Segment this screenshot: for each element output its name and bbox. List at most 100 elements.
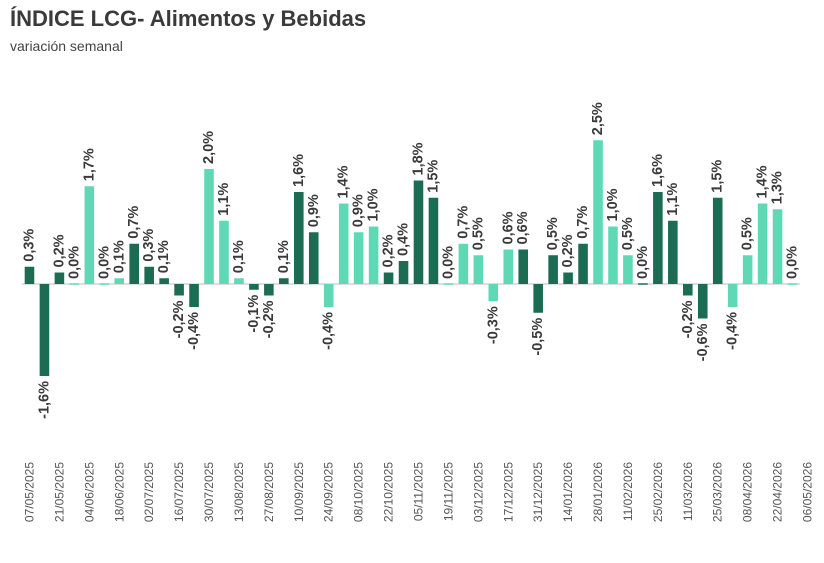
data-label: 0,6% bbox=[515, 211, 531, 244]
bar bbox=[234, 278, 244, 284]
data-label: -0,1% bbox=[246, 295, 262, 333]
bar bbox=[578, 243, 588, 284]
data-label: 0,4% bbox=[396, 223, 412, 256]
bar bbox=[129, 243, 139, 284]
bar bbox=[458, 243, 469, 284]
data-label: 1,1% bbox=[216, 183, 232, 216]
x-tick-label: 19/11/2025 bbox=[441, 462, 455, 521]
data-label: -0,4% bbox=[321, 312, 337, 350]
bar bbox=[308, 232, 319, 284]
bar bbox=[69, 283, 80, 285]
data-label: 0,0% bbox=[635, 246, 651, 279]
data-label: 0,9% bbox=[306, 194, 322, 227]
x-tick-label: 08/04/2026 bbox=[741, 462, 755, 522]
data-label: -0,2% bbox=[171, 300, 187, 338]
data-label: 1,5% bbox=[425, 160, 441, 193]
bar bbox=[428, 197, 439, 284]
data-label: 0,3% bbox=[141, 229, 157, 262]
data-label: 1,1% bbox=[665, 183, 681, 216]
bar bbox=[398, 261, 409, 284]
data-label: 0,1% bbox=[231, 240, 247, 273]
x-tick-label: 16/07/2025 bbox=[172, 462, 186, 522]
bar bbox=[518, 249, 528, 284]
bar bbox=[712, 197, 723, 284]
bar bbox=[623, 255, 633, 284]
data-label: 1,6% bbox=[650, 154, 666, 187]
bar bbox=[39, 284, 50, 376]
data-label: 0,3% bbox=[21, 229, 37, 262]
x-tick-label: 21/05/2025 bbox=[52, 462, 66, 522]
chart-title: ÍNDICE LCG- Alimentos y Bebidas bbox=[10, 6, 367, 31]
bar bbox=[727, 284, 738, 307]
bar bbox=[84, 186, 95, 284]
data-label: 1,0% bbox=[605, 188, 621, 221]
bar bbox=[189, 284, 199, 307]
bar bbox=[204, 169, 214, 284]
bar bbox=[383, 272, 394, 284]
data-label: 1,5% bbox=[710, 160, 726, 193]
data-label: 1,0% bbox=[366, 188, 382, 221]
data-label: -0,4% bbox=[725, 312, 741, 350]
bar bbox=[683, 284, 693, 296]
data-label: 0,7% bbox=[455, 206, 471, 239]
chart-subtitle: variación semanal bbox=[10, 38, 123, 54]
bar bbox=[219, 220, 229, 284]
bar bbox=[264, 284, 274, 296]
bar bbox=[54, 272, 65, 284]
x-tick-label: 25/03/2026 bbox=[711, 462, 725, 522]
x-tick-label: 17/12/2025 bbox=[501, 462, 515, 522]
x-tick-label: 28/01/2026 bbox=[591, 462, 605, 522]
data-label: 1,4% bbox=[755, 165, 771, 198]
data-label: 0,1% bbox=[156, 240, 172, 273]
bar bbox=[294, 192, 304, 284]
bar bbox=[338, 203, 349, 284]
bar bbox=[353, 232, 364, 284]
data-label: -0,5% bbox=[530, 318, 546, 356]
bar bbox=[413, 180, 424, 284]
x-tick-label: 07/05/2025 bbox=[22, 462, 36, 522]
bar bbox=[99, 283, 110, 285]
bar bbox=[593, 140, 603, 284]
x-tick-label: 22/10/2025 bbox=[382, 462, 396, 522]
x-tick-label: 03/12/2025 bbox=[471, 462, 485, 522]
data-label: 0,5% bbox=[545, 217, 561, 250]
x-tick-label: 06/05/2026 bbox=[800, 462, 814, 522]
data-label: 1,4% bbox=[336, 165, 352, 198]
bar bbox=[787, 283, 798, 285]
x-tick-label: 04/06/2025 bbox=[82, 462, 96, 522]
data-label: 0,5% bbox=[470, 217, 486, 250]
data-label: -0,4% bbox=[186, 312, 202, 350]
bar bbox=[279, 278, 289, 284]
x-tick-label: 24/09/2025 bbox=[322, 462, 336, 522]
bar bbox=[443, 283, 454, 285]
x-tick-label: 02/07/2025 bbox=[142, 462, 156, 522]
x-tick-label: 18/06/2025 bbox=[112, 462, 126, 522]
x-tick-label: 13/08/2025 bbox=[232, 462, 246, 522]
bar bbox=[653, 192, 663, 284]
data-label: -0,2% bbox=[261, 300, 277, 338]
bar bbox=[757, 203, 768, 284]
bar bbox=[473, 255, 484, 284]
x-tick-label: 27/08/2025 bbox=[262, 462, 276, 522]
bar bbox=[772, 209, 783, 284]
data-label: -0,3% bbox=[485, 306, 501, 344]
bar bbox=[563, 272, 573, 284]
bar bbox=[249, 284, 259, 290]
data-label: 0,0% bbox=[96, 246, 112, 279]
bar bbox=[114, 278, 125, 284]
x-tick-label: 08/10/2025 bbox=[352, 462, 366, 522]
data-label: 0,1% bbox=[276, 240, 292, 273]
data-label: 1,6% bbox=[291, 154, 307, 187]
data-label: 0,0% bbox=[66, 246, 82, 279]
x-tick-label: 05/11/2025 bbox=[411, 462, 425, 521]
bar bbox=[144, 266, 154, 284]
data-label: 0,2% bbox=[560, 234, 576, 267]
bar bbox=[159, 278, 169, 284]
x-tick-label: 30/07/2025 bbox=[202, 462, 216, 522]
x-tick-label: 11/02/2026 bbox=[621, 462, 635, 521]
bar bbox=[742, 255, 753, 284]
data-label: 0,0% bbox=[785, 246, 801, 279]
x-tick-label: 10/09/2025 bbox=[292, 462, 306, 522]
bar bbox=[638, 283, 648, 285]
